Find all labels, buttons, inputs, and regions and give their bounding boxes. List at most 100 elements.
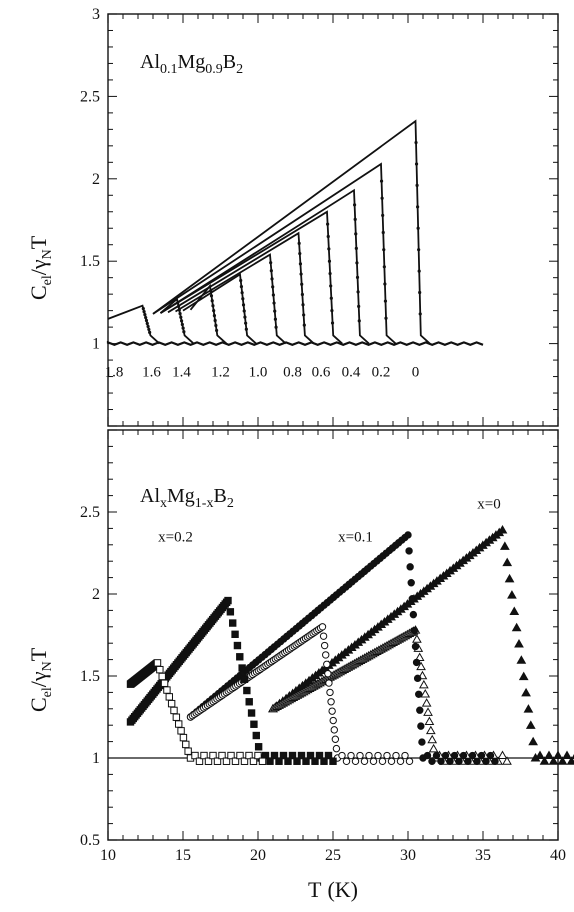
curve-point — [211, 304, 215, 308]
data-point — [378, 757, 387, 765]
curve-point — [181, 326, 185, 330]
data-point — [322, 651, 330, 659]
data-point — [254, 743, 263, 751]
x-tick-label: 20 — [250, 847, 266, 864]
curve-point — [178, 312, 182, 316]
data-point — [507, 590, 517, 599]
data-point — [535, 750, 545, 760]
data-point — [330, 726, 338, 734]
curve-point — [215, 328, 219, 333]
data-point — [459, 751, 468, 760]
data-point — [406, 563, 414, 571]
data-point — [249, 757, 258, 765]
curve-point — [270, 277, 274, 281]
curve-point — [302, 323, 306, 327]
data-point — [548, 756, 559, 765]
y-tick-label: 0.5 — [80, 832, 100, 849]
data-point — [387, 757, 396, 765]
series-label: 0 — [412, 365, 420, 381]
data-point — [172, 713, 181, 721]
data-point — [410, 626, 419, 635]
y-tick-label: 1.5 — [80, 253, 100, 270]
data-point — [421, 698, 432, 707]
data-point — [332, 744, 341, 753]
data-point — [342, 757, 351, 765]
top-panel-title: Al0.1Mg0.9B2 — [140, 51, 243, 77]
curve-point — [146, 324, 150, 329]
data-point — [236, 751, 244, 760]
curve-point — [301, 303, 305, 307]
data-point — [374, 751, 382, 760]
data-point — [408, 594, 416, 603]
baseline-curve — [106, 340, 484, 346]
y-tick-label: 1 — [92, 750, 100, 767]
data-point — [450, 751, 459, 760]
data-point — [423, 707, 433, 716]
data-point — [254, 751, 262, 760]
data-point — [407, 579, 415, 587]
data-point — [432, 751, 441, 760]
curve-point — [326, 234, 330, 239]
y-tick-label: 1.5 — [80, 668, 100, 685]
curve-point — [177, 308, 181, 312]
data-point — [423, 751, 432, 760]
data-point — [525, 720, 536, 729]
data-point — [213, 757, 222, 765]
curve-point — [298, 262, 303, 266]
curve-point — [354, 246, 358, 250]
data-point — [404, 531, 412, 539]
data-point — [544, 750, 554, 760]
y-tick-label: 3 — [92, 6, 100, 23]
curve-point — [355, 261, 359, 265]
curve-point — [415, 183, 419, 187]
data-point — [245, 698, 253, 706]
data-point — [428, 743, 439, 753]
x-tick-labels: 10 15 20 25 30 35 40 — [100, 847, 566, 864]
bottom-ticks — [107, 429, 559, 841]
curve-point — [356, 290, 360, 294]
data-point — [224, 596, 232, 605]
data-point — [167, 699, 176, 708]
curve-point — [274, 325, 278, 329]
curve-point — [212, 313, 217, 318]
data-point — [369, 757, 378, 765]
x-tick-label: 30 — [400, 847, 416, 864]
curve-point — [269, 269, 273, 273]
curve-point — [273, 309, 277, 313]
bottom-panel: 0.5 1 1.5 2 2.5 10 15 20 25 30 35 40 x=0 x=0.1 x=0.2… — [26, 429, 574, 864]
data-point — [160, 679, 169, 687]
curve-point — [182, 330, 186, 334]
data-point — [315, 751, 324, 760]
top-data-curves — [106, 119, 484, 346]
curve-point — [213, 318, 217, 323]
data-point — [247, 709, 256, 717]
curve-point — [299, 272, 303, 276]
curve-point — [269, 261, 273, 265]
data-point — [464, 757, 472, 765]
data-point — [243, 686, 251, 695]
data-point — [288, 751, 297, 760]
data-point — [323, 660, 331, 668]
data-point — [204, 757, 213, 765]
series-label: 1.2 — [211, 365, 230, 381]
data-point — [338, 751, 346, 760]
data-point — [415, 690, 423, 698]
curve-point — [209, 289, 213, 293]
data-point — [473, 757, 481, 765]
curve-point — [242, 309, 246, 313]
data-point — [491, 757, 499, 765]
data-point — [392, 751, 400, 760]
data-point — [177, 727, 185, 735]
data-point — [347, 751, 355, 760]
curve-point — [352, 203, 357, 207]
data-point — [502, 756, 512, 765]
curve-series — [152, 119, 431, 345]
data-point — [320, 757, 328, 765]
x-tick-label: 15 — [175, 847, 191, 864]
data-point — [229, 619, 237, 627]
data-point — [302, 757, 310, 765]
data-point — [477, 751, 486, 760]
curve-point — [273, 317, 277, 321]
series-label: x=0 — [477, 497, 500, 513]
data-point — [409, 610, 418, 619]
